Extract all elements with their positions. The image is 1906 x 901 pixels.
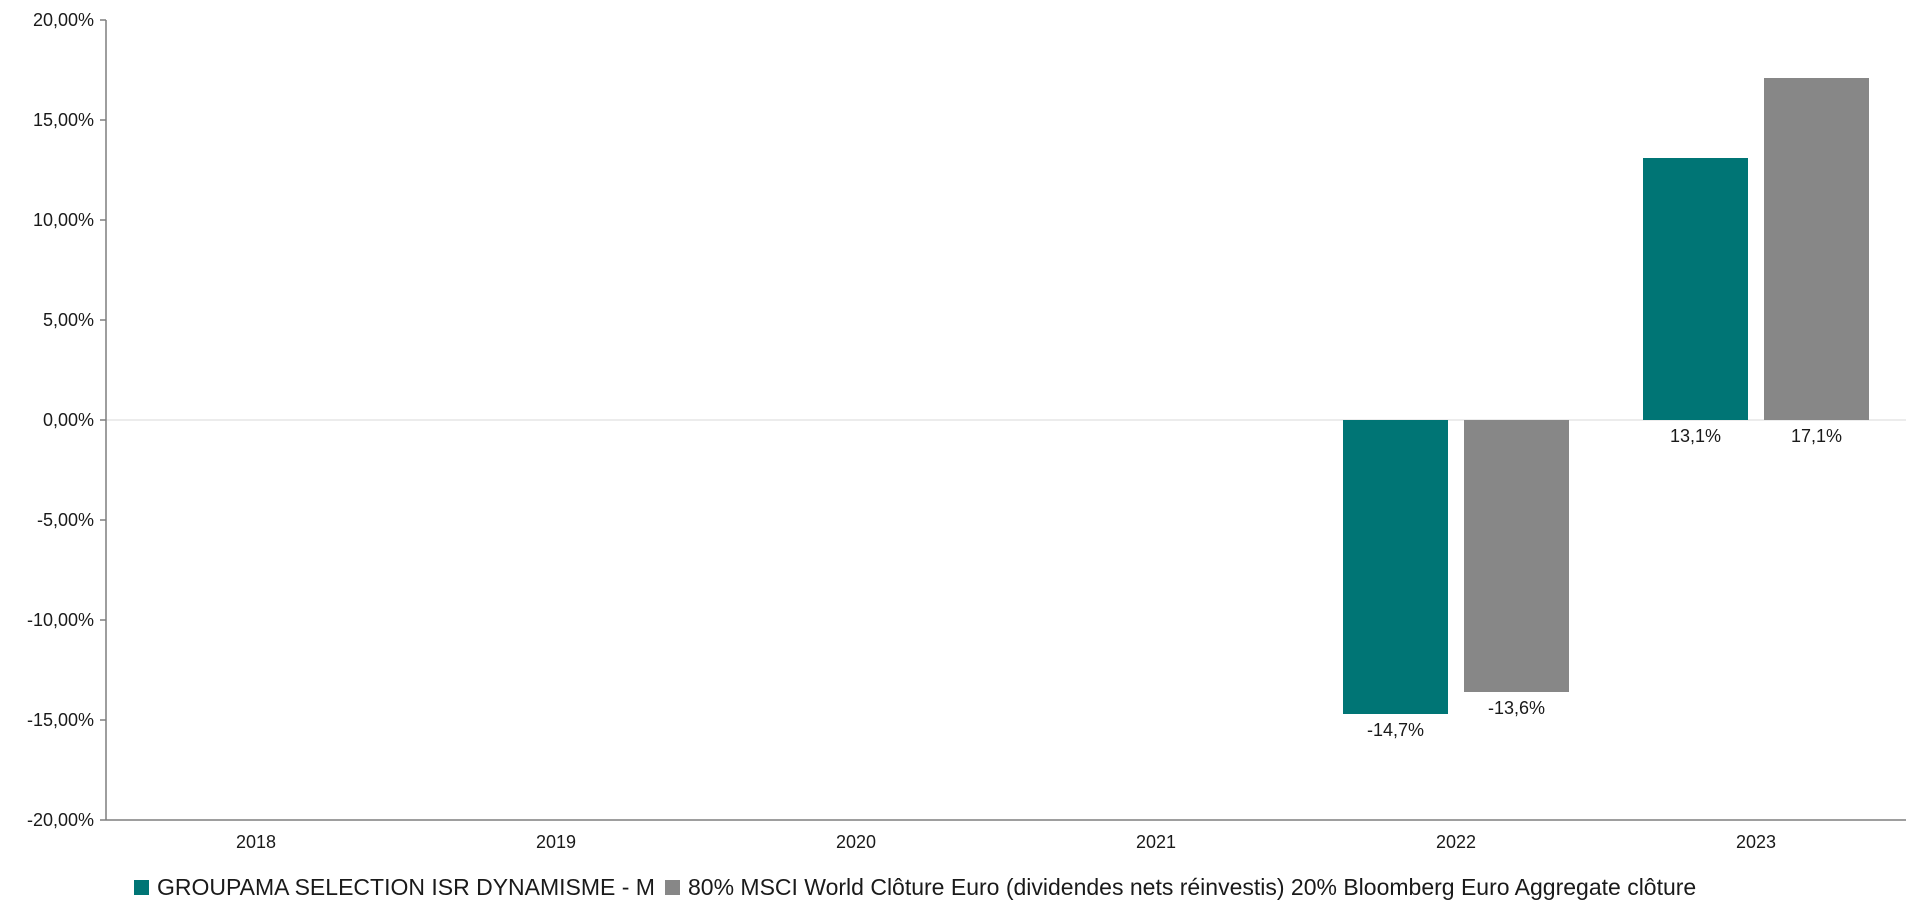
bar-chart: 20,00% 15,00% 10,00% 5,00% 0,00% -5,00% -10,00… bbox=[27, 10, 1906, 852]
legend-label-benchmark: 80% MSCI World Clôture Euro (dividendes … bbox=[687, 874, 1697, 900]
x-tick-label: 2020 bbox=[836, 832, 876, 852]
y-tick-label: 20,00% bbox=[33, 10, 94, 30]
x-tick-label: 2018 bbox=[236, 832, 276, 852]
x-tick-label: 2019 bbox=[536, 832, 576, 852]
y-tick-label: -20,00% bbox=[27, 810, 94, 830]
y-tick-label: 10,00% bbox=[33, 210, 94, 230]
y-tick-label: 5,00% bbox=[43, 310, 94, 330]
bar bbox=[1764, 78, 1869, 420]
y-tick-label: 15,00% bbox=[33, 110, 94, 130]
bar bbox=[1343, 420, 1448, 714]
y-tick-label: -15,00% bbox=[27, 710, 94, 730]
legend-swatch-benchmark bbox=[664, 880, 680, 895]
bar-data-label: 13,1% bbox=[1670, 426, 1721, 446]
x-axis-ticks: 2018 2019 2020 2021 2022 2023 bbox=[236, 832, 1776, 852]
bar bbox=[1464, 420, 1569, 692]
x-tick-label: 2022 bbox=[1436, 832, 1476, 852]
x-tick-label: 2023 bbox=[1736, 832, 1776, 852]
y-tick-label: -5,00% bbox=[37, 510, 94, 530]
bar-data-label: -14,7% bbox=[1367, 720, 1424, 740]
y-axis-ticks: 20,00% 15,00% 10,00% 5,00% 0,00% -5,00% -10,00… bbox=[27, 10, 106, 830]
bar-data-labels: -14,7% 13,1% -13,6% 17,1% bbox=[1367, 426, 1842, 740]
legend: GROUPAMA SELECTION ISR DYNAMISME - M 80%… bbox=[134, 874, 1696, 901]
bars bbox=[1343, 78, 1869, 714]
legend-item-benchmark: 80% MSCI World Clôture Euro (dividendes … bbox=[664, 874, 1697, 901]
legend-item-fund: GROUPAMA SELECTION ISR DYNAMISME - M bbox=[134, 874, 655, 901]
legend-swatch-fund bbox=[134, 880, 149, 895]
bar-data-label: 17,1% bbox=[1791, 426, 1842, 446]
bar bbox=[1643, 158, 1748, 420]
y-tick-label: 0,00% bbox=[43, 410, 94, 430]
legend-label-fund: GROUPAMA SELECTION ISR DYNAMISME - M bbox=[157, 874, 655, 900]
x-tick-label: 2021 bbox=[1136, 832, 1176, 852]
y-tick-label: -10,00% bbox=[27, 610, 94, 630]
bar-data-label: -13,6% bbox=[1488, 698, 1545, 718]
